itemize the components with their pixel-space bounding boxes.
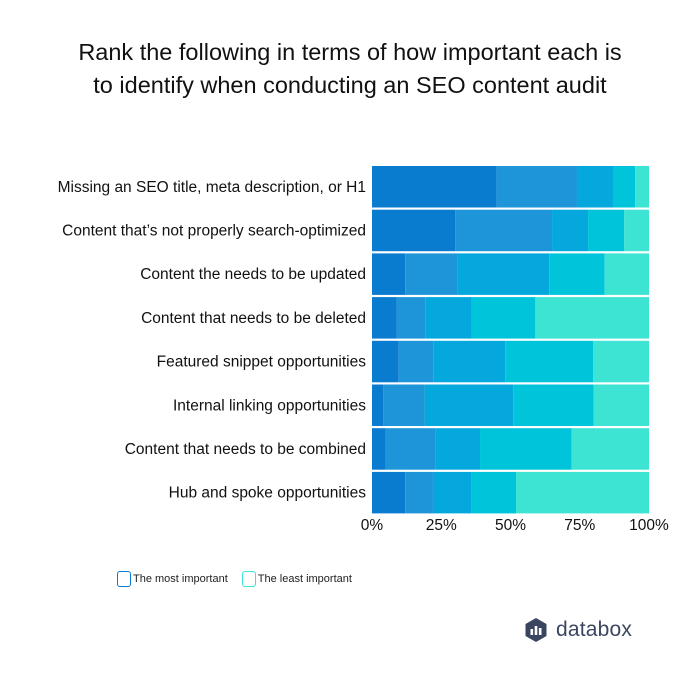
bar-segment-row-6-rank-5: [593, 384, 649, 426]
bar-segment-row-3-rank-5: [604, 253, 649, 295]
bar-segment-row-6-rank-1: [372, 384, 384, 426]
bar-segment-row-3-rank-2: [405, 253, 458, 295]
bar-segment-row-1-rank-2: [496, 166, 577, 208]
bar-segment-row-1-rank-5: [635, 166, 649, 208]
databox-logo-icon: [525, 618, 547, 642]
chart-legend: The most important The least important: [117, 571, 366, 587]
bar-segment-row-4-rank-5: [535, 297, 649, 339]
bar-segment-row-3-rank-4: [549, 253, 605, 295]
bar-segment-row-6-rank-4: [513, 384, 594, 426]
category-label-2: Content that’s not properly search-optim…: [62, 222, 366, 239]
bar-segment-row-4-rank-4: [471, 297, 536, 339]
bar-segment-row-5-rank-1: [372, 340, 399, 383]
bar-segment-row-5-rank-5: [593, 340, 649, 383]
bar-segment-row-2-rank-2: [455, 209, 553, 252]
bar-segment-row-8-rank-4: [471, 471, 517, 514]
bar-segment-row-2-rank-4: [588, 209, 625, 252]
legend-swatch-least-important: [241, 571, 256, 587]
bar-segment-row-5-rank-4: [505, 340, 594, 383]
x-axis-tick-labels: 0% 25% 50% 75% 100%: [361, 517, 669, 534]
bar-segment-row-4-rank-2: [396, 297, 426, 339]
databox-brand: databox: [524, 617, 632, 643]
bar-segment-row-3-rank-1: [372, 253, 406, 295]
bar-segment-row-6-rank-3: [424, 384, 514, 426]
bar-segment-row-7-rank-1: [372, 428, 386, 470]
bar-segment-row-4-rank-1: [372, 297, 397, 339]
chart-title-line-1: Rank the following in terms of how impor…: [78, 39, 622, 65]
bar-segment-row-2-rank-1: [372, 209, 456, 252]
x-tick-label-2: 25%: [426, 517, 457, 534]
legend-label-most-important: The most important: [133, 573, 228, 585]
bar-segment-row-1-rank-4: [612, 166, 636, 208]
chart-title: Rank the following in terms of how impor…: [0, 36, 700, 102]
legend-swatch-most-important: [117, 571, 131, 587]
legend-item-most-important[interactable]: The most important: [117, 571, 228, 587]
legend-label-least-important: The least important: [257, 573, 352, 585]
bar-segment-row-7-rank-4: [480, 428, 572, 470]
bar-segment-row-7-rank-5: [571, 428, 649, 470]
bar-segment-row-5-rank-3: [433, 340, 506, 383]
bar-segment-row-8-rank-2: [405, 471, 433, 514]
category-label-1: Missing an SEO title, meta description, …: [58, 179, 366, 196]
x-tick-label-4: 75%: [564, 517, 595, 534]
bar-segment-row-4-rank-3: [425, 297, 472, 339]
category-labels: Missing an SEO title, meta description, …: [58, 179, 367, 502]
x-tick-label-5: 100%: [629, 517, 669, 534]
bar-segment-row-7-rank-3: [435, 428, 481, 470]
chart-title-line-2: to identify when conducting an SEO conte…: [93, 72, 607, 98]
bar-segment-row-8-rank-3: [432, 471, 472, 514]
category-label-8: Hub and spoke opportunities: [169, 485, 367, 502]
bar-segment-row-2-rank-5: [624, 209, 649, 252]
bar-segment-row-8-rank-1: [372, 471, 406, 514]
stacked-bar-chart: Missing an SEO title, meta description, …: [58, 166, 669, 534]
bar-segment-row-2-rank-3: [552, 209, 589, 252]
x-tick-label-3: 50%: [495, 517, 526, 534]
category-label-4: Content that needs to be deleted: [141, 310, 366, 327]
category-label-3: Content the needs to be updated: [140, 266, 366, 283]
x-tick-label-1: 0%: [361, 517, 384, 534]
bar-segment-row-7-rank-2: [385, 428, 436, 470]
category-label-7: Content that needs to be combined: [125, 441, 366, 458]
bar-segment-row-5-rank-2: [398, 340, 434, 383]
bar-segment-row-1-rank-3: [576, 166, 613, 208]
bar-segment-row-1-rank-1: [372, 166, 497, 208]
legend-item-least-important[interactable]: The least important: [241, 571, 352, 587]
bar-segment-row-3-rank-3: [457, 253, 550, 295]
bar-segment-row-8-rank-5: [516, 471, 649, 514]
category-label-6: Internal linking opportunities: [173, 397, 366, 414]
chart-bars: [372, 166, 649, 514]
category-label-5: Featured snippet opportunities: [157, 354, 367, 371]
bar-segment-row-6-rank-2: [383, 384, 425, 426]
databox-brand-name: databox: [556, 618, 633, 641]
